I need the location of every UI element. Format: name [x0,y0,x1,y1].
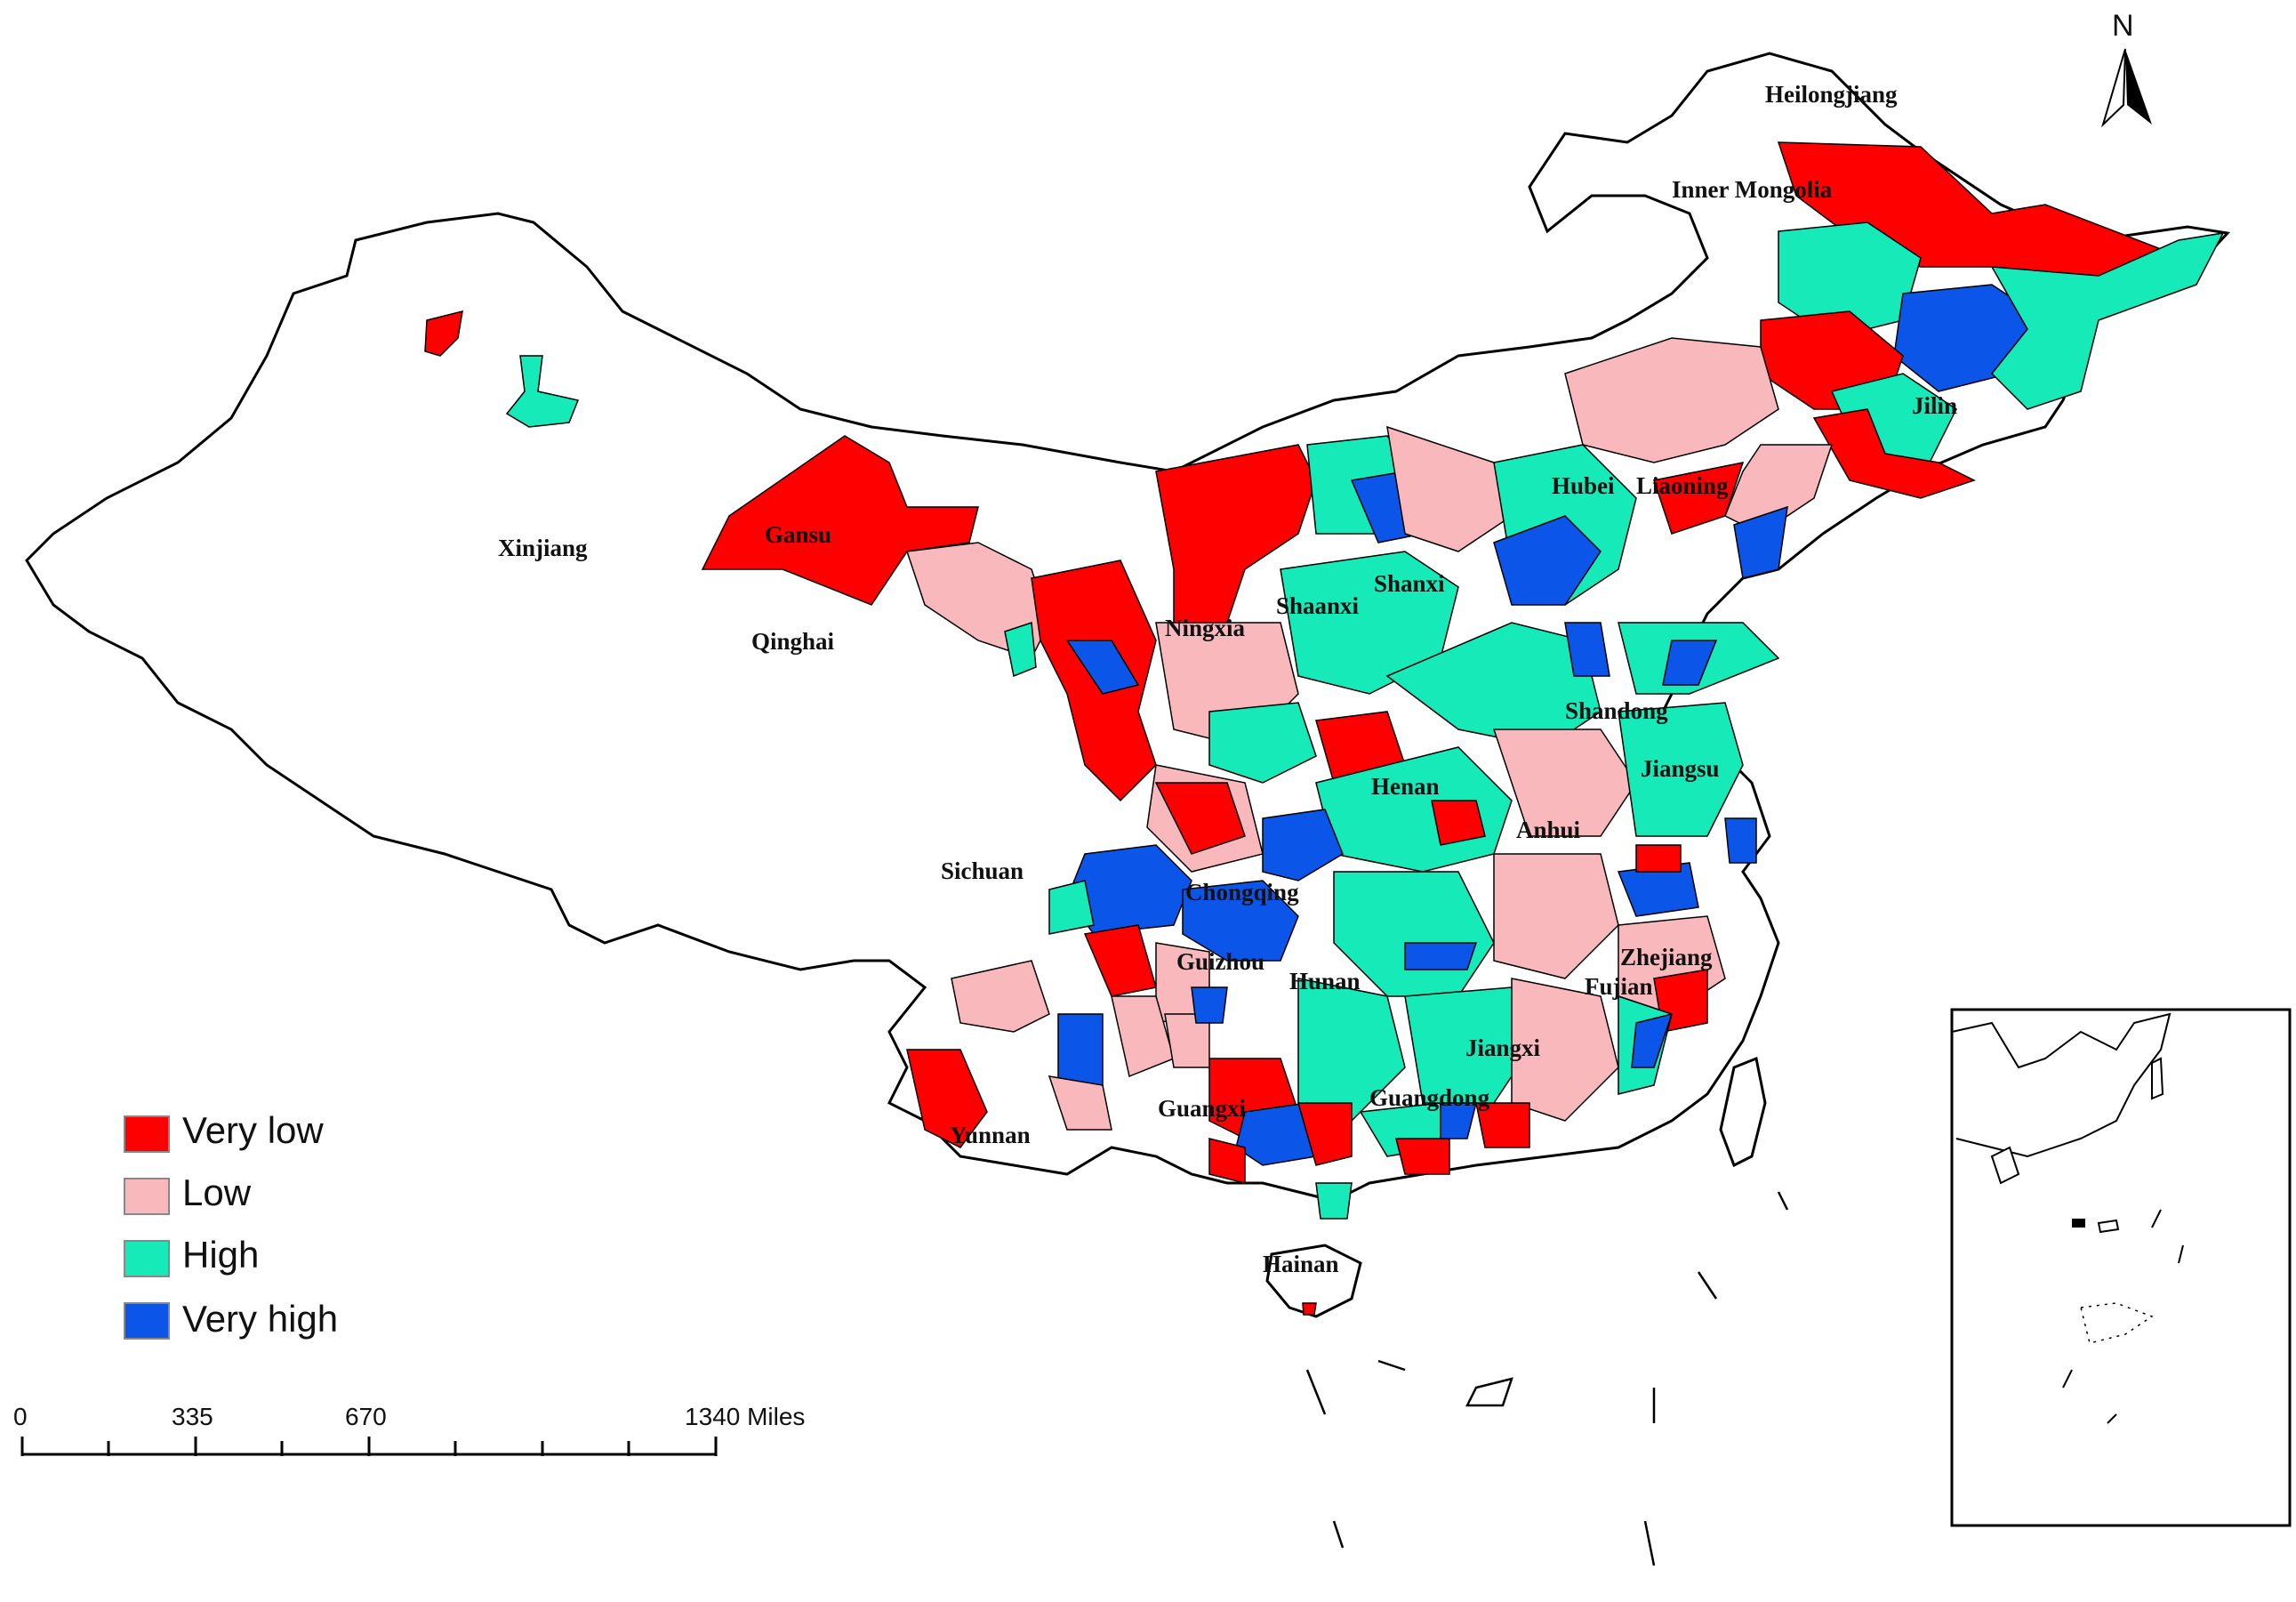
region-very-high [1724,817,1757,864]
region-very-high [1440,1102,1477,1139]
offshore-strokes [1305,1191,1789,1566]
region-very-high [1191,986,1228,1024]
province-label: Gansu [765,521,831,548]
region-very-low [1475,1102,1530,1148]
region-low [1492,729,1637,837]
province-label: Hubei [1552,472,1615,499]
province-label: Jiangsu [1641,755,1720,782]
region-very-low [1431,800,1486,846]
province-label: Chongqing [1185,879,1299,906]
region-very-low [1653,462,1745,535]
province-label: Liaoning [1636,472,1729,499]
legend-item-high: High [124,1234,259,1277]
region-low [1511,978,1619,1122]
region-very-low [424,310,463,357]
region-very-high [1662,640,1718,686]
region-low [1048,1075,1112,1131]
taiwan-island [1719,1056,1767,1168]
province-label: Guizhou [1176,948,1264,975]
scale-bar: 0 335 670 1340 Miles [13,1403,805,1456]
province-label: Henan [1371,773,1440,800]
region-low [951,960,1050,1033]
legend-item-very-high: Very high [124,1298,338,1340]
region-very-low [1635,844,1682,873]
prefecture-regions [424,141,2225,1316]
region-very-low [1297,1102,1353,1166]
scale-tick-label: 0 [13,1403,28,1430]
south-china-sea-inset [1950,1008,2292,1527]
legend-label: Very high [182,1298,338,1340]
region-high [1297,978,1406,1122]
region-high [1048,880,1095,935]
region-low [1493,853,1619,979]
region-very-high [1065,640,1140,695]
province-label: Xinjiang [498,535,588,561]
region-very-low [1155,444,1317,624]
province-label: Anhui [1516,817,1581,843]
province-label: Guangdong [1369,1084,1490,1111]
province-label: Qinghai [751,628,835,655]
province-label: Zhejiang [1620,944,1713,970]
province-label: Yunnan [950,1122,1031,1148]
region-high [1618,702,1744,837]
province-label: Shanxi [1374,570,1445,597]
region-very-low [1302,1302,1317,1316]
region-very-high [1404,942,1478,970]
region-high [1315,1182,1353,1220]
scale-tick-label: 670 [345,1403,387,1430]
region-very-high [1493,515,1602,606]
region-very-high [1182,880,1299,962]
region-very-low [1812,408,1976,499]
legend-item-very-low: Very low [124,1109,324,1153]
region-low [1386,425,1513,552]
province-label: Shaanxi [1276,592,1360,619]
scale-tick-label: 335 [172,1403,213,1430]
province-label: Jiangxi [1465,1034,1541,1061]
region-very-high [1235,1102,1317,1166]
province-label: Sichuan [941,857,1024,884]
region-very-high [1564,622,1610,677]
province-label: Shandong [1565,697,1668,724]
province-label: Inner Mongolia [1672,176,1833,203]
province-label: Jilin [1912,392,1957,419]
province-label: Heilongjiang [1765,81,1898,108]
north-arrow-icon: N [2100,9,2152,128]
region-very-high [1733,505,1788,579]
region-high [1208,702,1317,784]
hainan-island [1265,1244,1362,1318]
province-labels: Heilongjiang Inner Mongolia Jilin Liaoni… [498,81,1957,1277]
scale-tick-label: 1340 Miles [685,1403,805,1430]
region-very-low [1154,782,1246,855]
legend-item-low: Low [124,1171,252,1215]
region-high [1385,622,1602,748]
province-label: Hunan [1289,968,1361,994]
province-label: Fujian [1585,973,1653,1000]
province-label: Hainan [1263,1251,1339,1277]
region-very-low [906,1049,988,1148]
province-label: Ningxia [1165,615,1246,641]
region-very-high [1631,1012,1674,1068]
region-very-high [1057,1013,1104,1086]
province-label: Guangxi [1158,1095,1247,1122]
legend: Very low Low High Very high [124,1109,338,1340]
region-very-low [1395,1138,1450,1175]
region-very-low [701,435,979,606]
region-high [505,355,580,428]
legend-label: High [182,1234,259,1276]
north-label: N [2112,9,2134,43]
region-high [1990,232,2225,410]
region-very-low [1208,1138,1246,1184]
region-very-high [1262,809,1344,882]
region-low [1564,337,1779,463]
legend-label: Low [182,1171,252,1213]
legend-label: Very low [182,1109,324,1151]
region-high [1004,621,1037,678]
